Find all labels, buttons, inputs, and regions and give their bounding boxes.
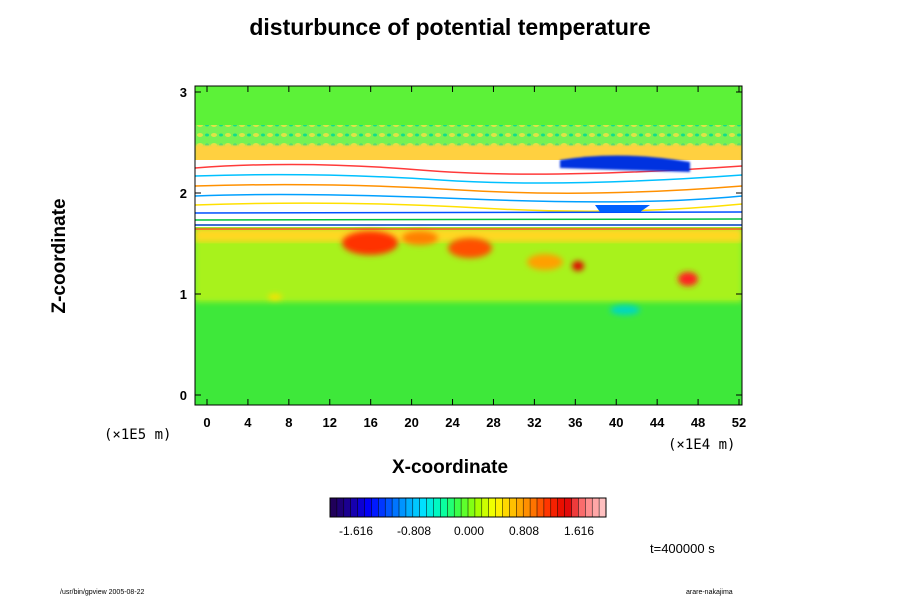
heatmap-field (195, 86, 742, 405)
colorbar-cell (454, 498, 462, 517)
colorbar-tick-label: -0.808 (397, 524, 431, 538)
colorbar-cell (350, 498, 358, 517)
colorbar-cell (412, 498, 420, 517)
colorbar-cell (474, 498, 483, 517)
colorbar-cell (392, 498, 400, 517)
colorbar-cell (343, 498, 351, 517)
colorbar-cell (481, 498, 489, 517)
colorbar-cell (509, 498, 517, 517)
colorbar-cell (468, 498, 476, 517)
footer-left: /usr/bin/gpview 2005-08-22 (60, 589, 145, 596)
x-axis-label: X-coordinate (391, 457, 509, 478)
footer-right: arare-nakajima (686, 589, 733, 596)
plot-frame (194, 85, 743, 406)
colorbar-cell (537, 498, 545, 517)
colorbar-cell (571, 498, 579, 517)
y-axis-label: Z-coordinate (49, 198, 70, 314)
colorbar-cell (440, 498, 448, 517)
colorbar-cell (578, 498, 586, 517)
x-tick-label: 8 (285, 415, 292, 430)
x-tick-label: 44 (650, 415, 665, 430)
colorbar-cell (330, 498, 338, 517)
colorbar-cell (488, 498, 496, 517)
colorbar-cell (357, 498, 365, 517)
colorbar-cell (592, 498, 600, 517)
colorbar-cell (585, 498, 593, 517)
colorbar-tick-label: 0.808 (509, 524, 539, 538)
x-tick-label: 24 (445, 415, 460, 430)
colorbar-cell (516, 498, 524, 517)
x-tick-label: 48 (691, 415, 705, 430)
colorbar-frame (329, 497, 607, 518)
colorbar-cell (433, 498, 441, 517)
colorbar-cell (371, 498, 379, 517)
colorbar-cell (543, 498, 552, 517)
x-tick-label: 52 (732, 415, 746, 430)
x-tick-label: 12 (323, 415, 337, 430)
colorbar-cell (530, 498, 538, 517)
colorbar-cell (378, 498, 386, 517)
colorbar-cell (495, 498, 503, 517)
colorbar-cell (405, 498, 414, 517)
colorbar-cell (502, 498, 510, 517)
y-axis: 0 1 2 3 (180, 85, 742, 403)
x-tick-label: 16 (363, 415, 377, 430)
colorbar-cell (336, 498, 345, 517)
colorbar-cell (364, 498, 372, 517)
colorbar-cell (385, 498, 393, 517)
y-tick-label: 1 (180, 287, 187, 302)
colorbar-tick-label: 0.000 (454, 524, 484, 538)
colorbar-cell (523, 498, 531, 517)
colorbar-cell (419, 498, 427, 517)
colorbar-cell (461, 498, 469, 517)
x-tick-label: 32 (527, 415, 541, 430)
y-tick-label: 0 (180, 388, 187, 403)
colorbar-cell (599, 498, 607, 517)
x-tick-label: 28 (486, 415, 500, 430)
time-label: t=400000 s (650, 541, 715, 556)
y-tick-label: 2 (180, 186, 187, 201)
x-axis: 0 4 8 12 16 20 24 28 32 36 40 44 48 52 (203, 86, 746, 430)
x-tick-label: 36 (568, 415, 582, 430)
x-axis-unit: (×1E4 m) (668, 437, 736, 453)
colorbar-cell (426, 498, 434, 517)
y-axis-unit: (×1E5 m) (104, 427, 172, 443)
chart-title: disturbunce of potential temperature (249, 14, 651, 40)
colorbar-cell (399, 498, 407, 517)
colorbar-cell (447, 498, 455, 517)
colorbar-cell (564, 498, 572, 517)
x-tick-label: 4 (244, 415, 252, 430)
y-tick-label: 3 (180, 85, 187, 100)
colorbar: -1.616 -0.808 0.000 0.808 1.616 (329, 497, 607, 538)
x-tick-label: 20 (404, 415, 418, 430)
colorbar-tick-label: -1.616 (339, 524, 373, 538)
colorbar-tick-label: 1.616 (564, 524, 594, 538)
x-tick-label: 40 (609, 415, 623, 430)
colorbar-cell (557, 498, 565, 517)
x-tick-label: 0 (203, 415, 210, 430)
colorbar-cell (550, 498, 558, 517)
